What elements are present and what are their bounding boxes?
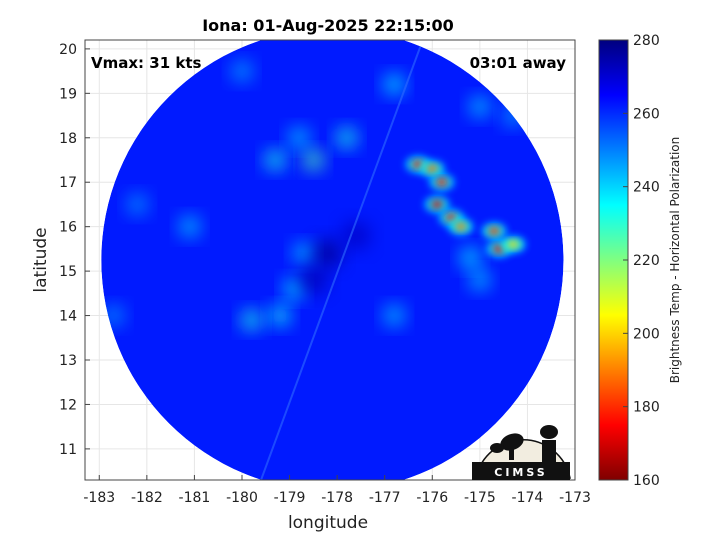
brightness-feature xyxy=(293,243,314,264)
brightness-feature xyxy=(289,127,310,148)
y-tick-label: 12 xyxy=(59,397,77,413)
y-axis-label: latitude xyxy=(31,227,51,292)
brightness-feature xyxy=(426,164,439,173)
brightness-feature xyxy=(488,227,501,236)
brightness-feature xyxy=(127,194,148,215)
brightness-feature xyxy=(384,74,405,95)
chart-title: Iona: 01-Aug-2025 22:15:00 xyxy=(202,16,454,35)
colorbar-tick-label: 160 xyxy=(633,473,660,489)
x-tick-label: -176 xyxy=(416,490,448,506)
y-tick-label: 16 xyxy=(59,220,77,236)
logo-text: CIMSS xyxy=(494,466,547,479)
colorbar-tick-label: 200 xyxy=(633,326,660,342)
brightness-feature xyxy=(179,216,200,237)
x-axis-label: longitude xyxy=(288,513,368,533)
logo-dish-stand xyxy=(509,446,514,460)
y-tick-label: 20 xyxy=(59,42,77,58)
time-away-annotation: 03:01 away xyxy=(470,54,567,72)
colorbar-tick-label: 240 xyxy=(633,180,660,196)
y-tick-label: 13 xyxy=(59,353,77,369)
logo-ground xyxy=(472,462,570,480)
y-tick-label: 11 xyxy=(59,442,77,458)
brightness-feature xyxy=(435,178,448,187)
plot-frame xyxy=(84,39,576,481)
brightness-feature xyxy=(284,278,305,299)
colorbar-tick-label: 280 xyxy=(633,33,660,49)
y-tick-label: 17 xyxy=(59,175,77,191)
swath-seam xyxy=(260,40,424,480)
colorbar-tick-label: 180 xyxy=(633,400,660,416)
x-tick-label: -174 xyxy=(512,490,544,506)
brightness-feature xyxy=(431,200,444,209)
brightness-feature xyxy=(231,61,252,82)
x-tick-label: -178 xyxy=(321,490,353,506)
x-tick-label: -182 xyxy=(131,490,163,506)
cimss-logo: CIMSS xyxy=(472,425,571,480)
brightness-feature xyxy=(241,310,262,330)
y-tick-label: 14 xyxy=(59,309,77,325)
logo-tower xyxy=(542,440,556,462)
colorbar-label: Brightness Temp - Horizontal Polarizatio… xyxy=(668,137,682,384)
brightness-feature xyxy=(336,127,357,148)
brightness-feature xyxy=(507,240,520,249)
logo-dish-small xyxy=(490,443,504,453)
y-axis-ticks: 11 12 13 14 15 16 17 18 19 20 xyxy=(59,42,90,458)
brightness-feature xyxy=(469,270,490,290)
y-tick-label: 19 xyxy=(59,86,77,102)
brightness-feature xyxy=(454,222,467,231)
x-axis-ticks: -183 -182 -181 -180 -179 -178 -177 -176 -175 -174… xyxy=(83,475,591,506)
x-tick-label: -183 xyxy=(83,490,115,506)
x-tick-label: -175 xyxy=(464,490,496,506)
x-tick-label: -177 xyxy=(369,490,401,506)
brightness-feature xyxy=(303,150,324,170)
x-tick-label: -179 xyxy=(274,490,306,506)
colorbar-ticks: 160 180 200 220 240 260 280 xyxy=(623,33,660,489)
colorbar-tick-label: 260 xyxy=(633,106,660,122)
brightness-feature xyxy=(265,150,286,170)
brightness-feature xyxy=(469,96,490,117)
x-tick-label: -180 xyxy=(226,490,258,506)
brightness-feature xyxy=(270,305,291,326)
x-tick-label: -173 xyxy=(559,490,591,506)
brightness-feature xyxy=(384,305,405,326)
y-tick-label: 15 xyxy=(59,264,77,280)
logo-dish xyxy=(500,433,524,451)
y-tick-label: 18 xyxy=(59,131,77,147)
x-tick-label: -181 xyxy=(179,490,211,506)
brightness-feature xyxy=(299,266,328,294)
brightness-feature xyxy=(313,239,342,268)
brightness-feature xyxy=(445,213,458,222)
colorbar-tick-label: 220 xyxy=(633,253,660,269)
vmax-annotation: Vmax: 31 kts xyxy=(91,54,201,72)
brightness-feature xyxy=(460,247,481,268)
swath-layer xyxy=(101,40,564,480)
logo-tower-top xyxy=(540,425,558,439)
